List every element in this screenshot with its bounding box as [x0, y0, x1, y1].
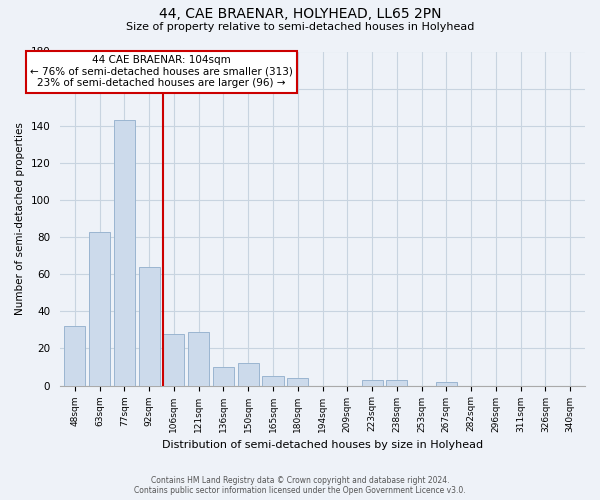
Bar — [362, 380, 383, 386]
Bar — [436, 382, 457, 386]
Text: 44 CAE BRAENAR: 104sqm
← 76% of semi-detached houses are smaller (313)
23% of se: 44 CAE BRAENAR: 104sqm ← 76% of semi-det… — [30, 55, 293, 88]
Bar — [64, 326, 85, 386]
Text: Size of property relative to semi-detached houses in Holyhead: Size of property relative to semi-detach… — [126, 22, 474, 32]
Bar — [386, 380, 407, 386]
Y-axis label: Number of semi-detached properties: Number of semi-detached properties — [15, 122, 25, 315]
Text: 44, CAE BRAENAR, HOLYHEAD, LL65 2PN: 44, CAE BRAENAR, HOLYHEAD, LL65 2PN — [159, 8, 441, 22]
Bar — [238, 364, 259, 386]
Text: Contains HM Land Registry data © Crown copyright and database right 2024.
Contai: Contains HM Land Registry data © Crown c… — [134, 476, 466, 495]
Bar — [262, 376, 284, 386]
Bar — [89, 232, 110, 386]
Bar — [213, 367, 234, 386]
Bar — [287, 378, 308, 386]
Bar — [114, 120, 135, 386]
X-axis label: Distribution of semi-detached houses by size in Holyhead: Distribution of semi-detached houses by … — [162, 440, 483, 450]
Bar — [163, 334, 184, 386]
Bar — [188, 332, 209, 386]
Bar — [139, 267, 160, 386]
